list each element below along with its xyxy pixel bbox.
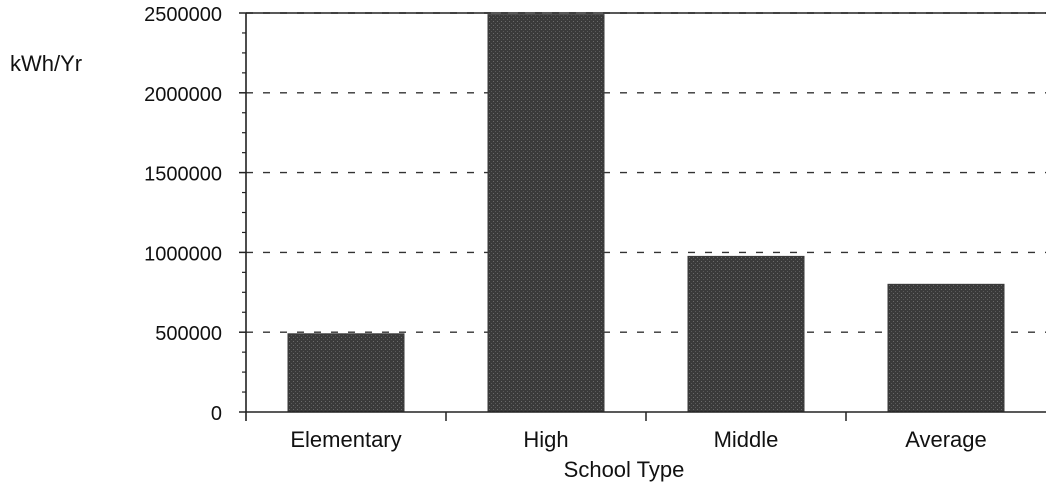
y-tick-label: 1500000 [144,164,222,186]
bar-middle [687,255,805,413]
axes [239,12,1046,421]
y-tick-label: 2000000 [144,84,222,106]
x-tick-label: Elementary [290,427,401,452]
x-axis-label: School Type [564,457,685,482]
tick-labels: 0 500000 1000000 1500000 2000000 2500000 Eleme… [144,4,987,452]
x-tick-label: Average [905,427,987,452]
bar-high [487,14,605,413]
bar-elementary [287,333,405,413]
x-tick-label: Middle [714,427,779,452]
bar-average [887,283,1005,413]
bars [287,14,1005,413]
x-tick-label: High [523,427,568,452]
y-tick-label: 500000 [155,323,222,345]
y-tick-label: 2500000 [144,4,222,26]
y-tick-label: 1000000 [144,243,222,265]
y-axis-label: kWh/Yr [10,51,82,76]
y-tick-label: 0 [211,403,222,425]
